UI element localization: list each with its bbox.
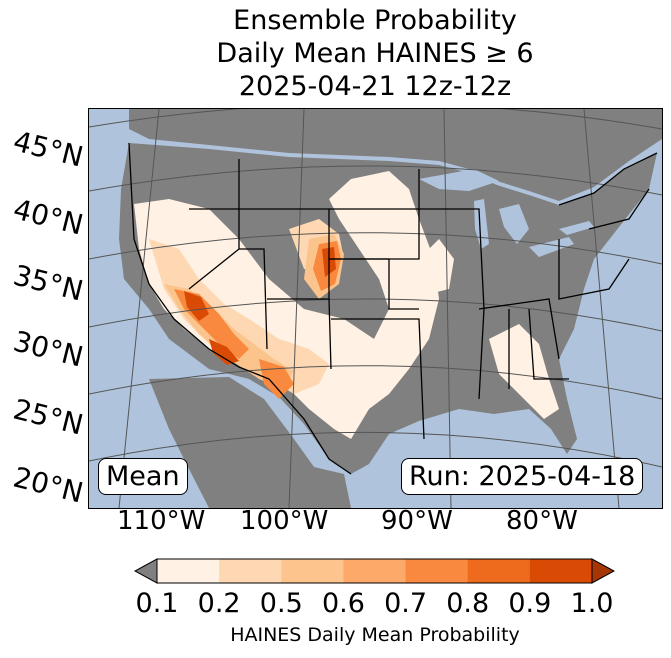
- lat-label-35: 35°N: [10, 258, 87, 308]
- colorbar-svg: [133, 558, 616, 584]
- lon-label-100w: 100°W: [240, 506, 329, 536]
- colorbar-bin-0.9: [529, 559, 593, 583]
- colorbar-bin-0.2: [219, 559, 282, 583]
- map-panel: Mean Run: 2025-04-18: [88, 108, 663, 509]
- graticule-100w: [288, 109, 305, 508]
- colorbar-over-arrow: [591, 558, 616, 584]
- lon-label-80w: 80°W: [506, 506, 578, 536]
- border-ne-ks: [329, 209, 420, 260]
- colorbar-bin-0.6: [343, 559, 407, 583]
- border-canada-east: [558, 152, 658, 206]
- border-az-ut: [239, 248, 268, 350]
- lat-label-40: 40°N: [10, 192, 87, 242]
- great-lakes: [419, 169, 594, 257]
- colorbar-bin-0.5: [281, 559, 344, 583]
- title-line-1: Ensemble Probability: [233, 5, 517, 36]
- title-line-3: 2025-04-21 12z-12z: [238, 71, 512, 102]
- colorbar-tick-label: 0.9: [508, 588, 552, 619]
- border-west-coast: [128, 142, 352, 475]
- border-ny-ne: [588, 188, 650, 230]
- colorbar-tick-label: 0.2: [197, 588, 241, 619]
- state-borders: [128, 142, 658, 475]
- lon-label-110w: 110°W: [117, 506, 206, 536]
- colorbar-tick-label: 0.6: [321, 588, 365, 619]
- chart-title: Ensemble Probability Daily Mean HAINES ≥…: [0, 4, 671, 103]
- colorbar-tick-label: 0.8: [446, 588, 490, 619]
- prob-bin-0.1: [134, 171, 439, 439]
- canada-land: [129, 109, 662, 201]
- prob-bin-0.1-east: [419, 239, 559, 419]
- graticule-35n: [89, 232, 662, 265]
- border-ga-fl: [528, 308, 569, 380]
- graticule-20n: [89, 431, 662, 468]
- graticule-90w: [443, 109, 452, 508]
- lat-label-25: 25°N: [10, 392, 87, 442]
- lat-label-30: 30°N: [10, 324, 87, 374]
- colorbar-bin-0.8: [467, 559, 531, 583]
- graticule-45n: [89, 109, 662, 130]
- map-canvas: [89, 109, 662, 508]
- colorbar: 0.1 0.2 0.5 0.6 0.7 0.8 0.9 1.0 HAINES Daily Me…: [0, 556, 671, 656]
- border-mo-ar: [419, 208, 485, 400]
- border-tn-ky: [478, 298, 560, 360]
- colorbar-tick-label: 1.0: [570, 588, 614, 619]
- colorbar-bin-0.7: [405, 559, 469, 583]
- title-line-2: Daily Mean HAINES ≥ 6: [216, 38, 534, 69]
- graticule-110w: [118, 109, 160, 508]
- colorbar-outline: [156, 558, 593, 584]
- mexico-land: [149, 377, 351, 508]
- border-oh-pa: [558, 239, 630, 300]
- mean-badge: Mean: [98, 458, 188, 495]
- lat-label-45: 45°N: [10, 124, 87, 174]
- run-badge: Run: 2025-04-18: [401, 458, 644, 495]
- graticule-40n: [89, 165, 662, 196]
- graticule-80w: [583, 109, 620, 508]
- colorbar-tick-label: 0.5: [259, 588, 303, 619]
- lat-label-20: 20°N: [10, 460, 87, 510]
- colorbar-tick-label: 0.1: [135, 588, 179, 619]
- colorbar-label: HAINES Daily Mean Probability: [230, 624, 520, 646]
- colorbar-under-arrow: [133, 558, 158, 584]
- border-ok: [388, 259, 419, 310]
- lon-label-90w: 90°W: [381, 506, 453, 536]
- colorbar-tick-label: 0.7: [384, 588, 428, 619]
- graticule-25n: [89, 365, 662, 400]
- border-tx: [331, 318, 425, 440]
- colorbar-bin-0.1: [157, 559, 220, 583]
